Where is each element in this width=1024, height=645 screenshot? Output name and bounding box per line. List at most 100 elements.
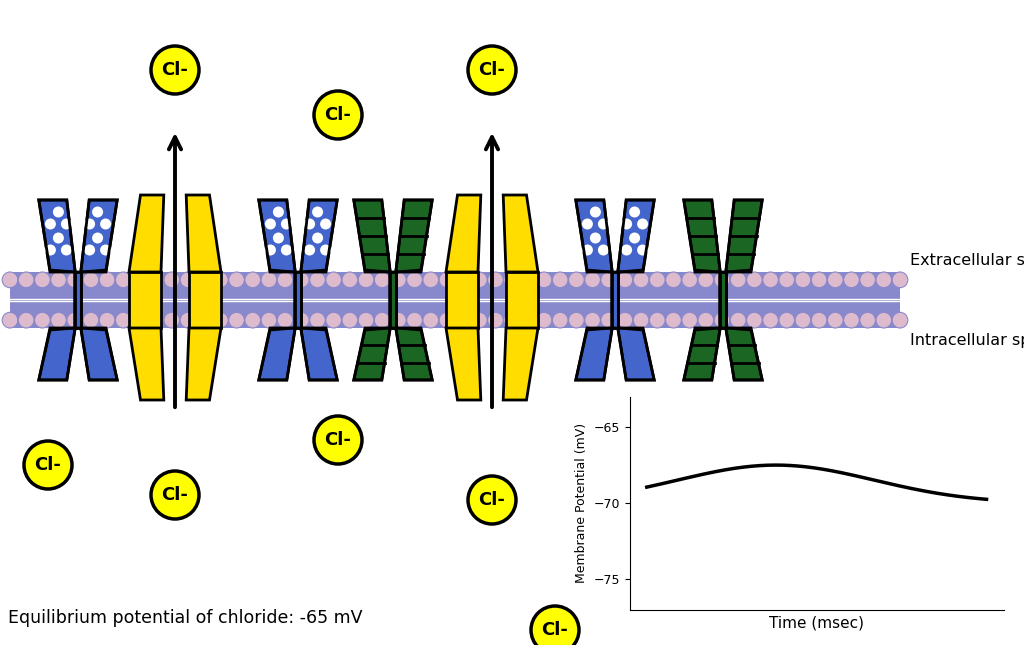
- Circle shape: [18, 312, 34, 328]
- Polygon shape: [259, 328, 295, 380]
- Polygon shape: [684, 200, 720, 272]
- Polygon shape: [396, 328, 432, 380]
- Circle shape: [51, 312, 67, 328]
- Circle shape: [531, 606, 579, 645]
- Circle shape: [273, 232, 284, 244]
- Polygon shape: [726, 328, 762, 380]
- Circle shape: [876, 312, 892, 328]
- Circle shape: [585, 312, 600, 328]
- Circle shape: [537, 312, 552, 328]
- Circle shape: [35, 312, 50, 328]
- Circle shape: [714, 312, 730, 328]
- Text: Cl-: Cl-: [325, 106, 351, 124]
- Circle shape: [590, 206, 601, 217]
- Circle shape: [827, 272, 843, 288]
- Polygon shape: [129, 272, 161, 328]
- Circle shape: [633, 272, 649, 288]
- Circle shape: [537, 272, 552, 288]
- Circle shape: [51, 272, 67, 288]
- Circle shape: [100, 244, 111, 255]
- Polygon shape: [506, 272, 538, 328]
- Y-axis label: Membrane Potential (mV): Membrane Potential (mV): [575, 423, 588, 583]
- Circle shape: [24, 441, 72, 489]
- Bar: [390, 272, 396, 328]
- Polygon shape: [39, 328, 75, 380]
- Circle shape: [116, 312, 131, 328]
- Circle shape: [151, 471, 199, 519]
- Circle shape: [261, 272, 276, 288]
- X-axis label: Time (msec): Time (msec): [769, 615, 864, 630]
- Circle shape: [100, 219, 111, 230]
- Circle shape: [358, 312, 374, 328]
- Circle shape: [827, 312, 843, 328]
- Circle shape: [326, 312, 341, 328]
- Circle shape: [795, 312, 811, 328]
- Polygon shape: [81, 200, 117, 272]
- Circle shape: [456, 312, 471, 328]
- Circle shape: [730, 272, 746, 288]
- Circle shape: [197, 312, 212, 328]
- Polygon shape: [186, 195, 221, 272]
- Circle shape: [504, 312, 519, 328]
- Circle shape: [568, 312, 585, 328]
- Circle shape: [2, 272, 17, 288]
- Circle shape: [309, 272, 326, 288]
- Circle shape: [358, 272, 374, 288]
- Circle shape: [213, 312, 228, 328]
- Bar: [720, 272, 726, 328]
- Circle shape: [468, 46, 516, 94]
- Circle shape: [278, 312, 293, 328]
- Circle shape: [637, 219, 648, 230]
- Polygon shape: [301, 200, 337, 272]
- Circle shape: [312, 232, 324, 244]
- Circle shape: [132, 312, 147, 328]
- Polygon shape: [189, 272, 221, 328]
- Circle shape: [45, 244, 56, 255]
- Circle shape: [795, 272, 811, 288]
- Circle shape: [746, 272, 762, 288]
- Polygon shape: [354, 200, 390, 272]
- Circle shape: [520, 272, 536, 288]
- Circle shape: [633, 312, 649, 328]
- Bar: [295, 272, 301, 328]
- Polygon shape: [617, 328, 654, 380]
- Circle shape: [375, 312, 390, 328]
- Bar: [75, 272, 81, 328]
- Circle shape: [598, 244, 609, 255]
- Circle shape: [281, 219, 292, 230]
- Circle shape: [629, 206, 640, 217]
- Circle shape: [471, 272, 487, 288]
- Polygon shape: [186, 328, 221, 400]
- Circle shape: [309, 312, 326, 328]
- Text: Cl-: Cl-: [542, 621, 568, 639]
- Circle shape: [637, 244, 648, 255]
- Circle shape: [84, 219, 95, 230]
- Circle shape: [698, 312, 714, 328]
- Circle shape: [304, 219, 315, 230]
- Polygon shape: [446, 272, 478, 328]
- Circle shape: [582, 244, 593, 255]
- Circle shape: [375, 272, 390, 288]
- Circle shape: [714, 272, 730, 288]
- Circle shape: [314, 416, 362, 464]
- Circle shape: [83, 272, 98, 288]
- Polygon shape: [301, 328, 337, 380]
- Circle shape: [60, 219, 72, 230]
- Polygon shape: [684, 328, 720, 380]
- Circle shape: [601, 272, 616, 288]
- Circle shape: [281, 244, 292, 255]
- Circle shape: [598, 219, 609, 230]
- Circle shape: [682, 272, 697, 288]
- Circle shape: [99, 272, 115, 288]
- Circle shape: [53, 206, 63, 217]
- Polygon shape: [129, 195, 164, 272]
- Circle shape: [439, 312, 455, 328]
- Circle shape: [582, 219, 593, 230]
- Circle shape: [622, 244, 632, 255]
- Circle shape: [730, 312, 746, 328]
- Circle shape: [487, 272, 503, 288]
- Polygon shape: [446, 328, 481, 400]
- Circle shape: [468, 476, 516, 524]
- Circle shape: [666, 272, 681, 288]
- Circle shape: [423, 312, 438, 328]
